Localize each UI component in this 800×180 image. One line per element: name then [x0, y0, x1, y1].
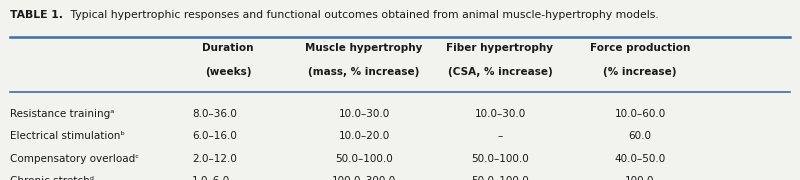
Text: –: –	[498, 131, 502, 141]
Text: 10.0–30.0: 10.0–30.0	[338, 109, 390, 119]
Text: 10.0–60.0: 10.0–60.0	[614, 109, 666, 119]
Text: 100.0–300.0: 100.0–300.0	[332, 176, 396, 180]
Text: (% increase): (% increase)	[603, 67, 677, 77]
Text: 10.0–20.0: 10.0–20.0	[338, 131, 390, 141]
Text: Typical hypertrophic responses and functional outcomes obtained from animal musc: Typical hypertrophic responses and funct…	[60, 10, 658, 20]
Text: 40.0–50.0: 40.0–50.0	[614, 154, 666, 164]
Text: TABLE 1.: TABLE 1.	[10, 10, 62, 20]
Text: 1.0–6.0: 1.0–6.0	[192, 176, 230, 180]
Text: Duration: Duration	[202, 43, 254, 53]
Text: Muscle hypertrophy: Muscle hypertrophy	[306, 43, 422, 53]
Text: Compensatory overloadᶜ: Compensatory overloadᶜ	[10, 154, 138, 164]
Text: 50.0–100.0: 50.0–100.0	[471, 154, 529, 164]
Text: 100.0: 100.0	[626, 176, 654, 180]
Text: 50.0–100.0: 50.0–100.0	[471, 176, 529, 180]
Text: 50.0–100.0: 50.0–100.0	[335, 154, 393, 164]
Text: 2.0–12.0: 2.0–12.0	[192, 154, 237, 164]
Text: Force production: Force production	[590, 43, 690, 53]
Text: 8.0–36.0: 8.0–36.0	[192, 109, 237, 119]
Text: Chronic stretchᵈ: Chronic stretchᵈ	[10, 176, 94, 180]
Text: Electrical stimulationᵇ: Electrical stimulationᵇ	[10, 131, 125, 141]
Text: 60.0: 60.0	[629, 131, 651, 141]
Text: 6.0–16.0: 6.0–16.0	[192, 131, 237, 141]
Text: (CSA, % increase): (CSA, % increase)	[448, 67, 552, 77]
Text: Fiber hypertrophy: Fiber hypertrophy	[446, 43, 554, 53]
Text: (weeks): (weeks)	[205, 67, 251, 77]
Text: (mass, % increase): (mass, % increase)	[308, 67, 420, 77]
Text: 10.0–30.0: 10.0–30.0	[474, 109, 526, 119]
Text: Resistance trainingᵃ: Resistance trainingᵃ	[10, 109, 114, 119]
